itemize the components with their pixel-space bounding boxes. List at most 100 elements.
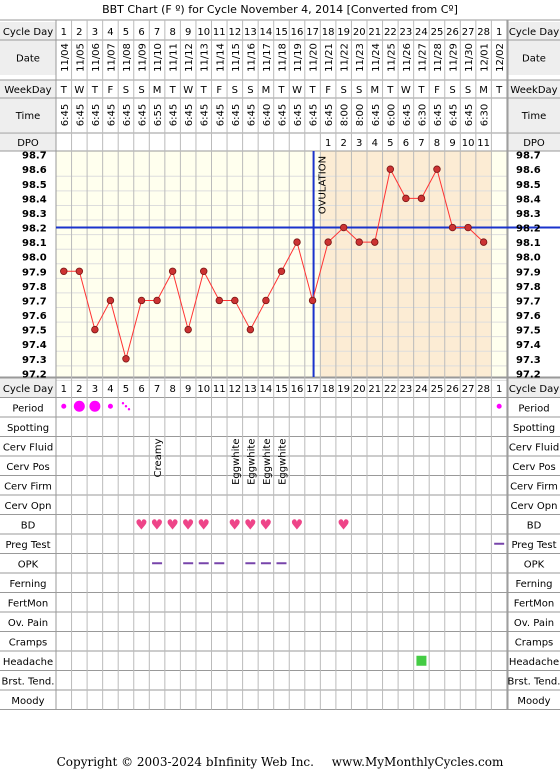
temperature-point	[60, 267, 68, 275]
cycle-day-label: 12	[228, 384, 241, 395]
right-header-cell	[508, 98, 560, 132]
y-tick-label: 97.6	[22, 311, 47, 322]
cerv-fluid-text: Eggwhite	[246, 439, 257, 485]
weekday-label: F	[216, 85, 222, 96]
obs-label: Ov. Pain	[8, 618, 48, 629]
dpo-label: 3	[356, 138, 362, 149]
y-tick-label-right: 97.9	[516, 267, 541, 278]
y-tick-label: 97.5	[22, 326, 47, 337]
obs-label: Preg Test	[5, 540, 50, 551]
cycle-day-label: 17	[306, 27, 319, 38]
obs-label-right: FertMon	[514, 599, 554, 610]
y-tick-label: 97.9	[22, 267, 47, 278]
y-tick-label-right: 98.7	[516, 151, 541, 162]
y-tick-label-right: 97.6	[516, 311, 541, 322]
bd-heart: ♥	[244, 517, 257, 533]
cycle-day-label: 23	[400, 27, 413, 38]
time-label: 6:45	[184, 104, 195, 126]
cycle-day-label: 4	[107, 27, 113, 38]
weekday-label: S	[247, 85, 253, 96]
obs-label-right: Cerv Pos	[512, 462, 555, 473]
cycle-day-label: 16	[291, 384, 304, 395]
bd-heart: ♥	[291, 517, 304, 533]
left-header-cell	[0, 22, 56, 40]
cycle-day-label: 1	[61, 384, 67, 395]
cycle-day-label: 5	[123, 384, 129, 395]
obs-label: BD	[21, 521, 36, 532]
row-label-right-dpo: DPO	[523, 138, 545, 149]
cycle-day-label: 27	[462, 27, 475, 38]
time-label: 6:45	[106, 104, 117, 126]
bd-heart: ♥	[166, 517, 179, 533]
time-label: 6:00	[386, 104, 397, 126]
time-label: 6:45	[122, 104, 133, 126]
site-link[interactable]: www.MyMonthlyCycles.com	[331, 755, 504, 769]
time-label: 6:45	[231, 104, 242, 126]
cycle-day-label: 4	[107, 384, 113, 395]
row-label-cd: Cycle Day	[3, 384, 53, 395]
dpo-label: 8	[434, 138, 440, 149]
cycle-day-label: 1	[61, 27, 67, 38]
row-label-right-date: Date	[522, 54, 546, 65]
y-tick-label: 98.6	[22, 165, 47, 176]
temperature-point	[386, 165, 395, 173]
temperature-point	[75, 267, 84, 275]
bd-heart: ♥	[151, 517, 164, 533]
temperature-point	[122, 355, 130, 363]
cycle-day-label: 5	[123, 27, 129, 38]
time-label: 6:45	[309, 104, 320, 126]
weekday-label: T	[495, 85, 503, 96]
temperature-point	[262, 296, 270, 305]
y-tick-label: 98.1	[22, 238, 47, 249]
time-label: 6:45	[91, 104, 102, 126]
obs-label-right: BD	[527, 521, 542, 532]
dpo-label: 7	[418, 138, 424, 149]
time-label: 6:45	[138, 104, 149, 126]
y-tick-label-right: 98.6	[516, 165, 541, 176]
period-dot	[73, 400, 85, 412]
date-label: 11/07	[106, 43, 117, 72]
temperature-point	[324, 238, 332, 246]
chart-title: BBT Chart (F º) for Cycle November 4, 20…	[102, 3, 458, 16]
obs-label: Cerv Firm	[4, 482, 52, 493]
temperature-point	[402, 194, 410, 203]
temperature-point	[339, 223, 348, 232]
cycle-day-label: 23	[400, 384, 413, 395]
cycle-day-label: 7	[154, 27, 160, 38]
row-label-right-cd: Cycle Day	[509, 384, 559, 395]
weekday-label: T	[200, 85, 208, 96]
obs-label: Cramps	[9, 638, 48, 649]
cycle-day-label: 6	[138, 27, 144, 38]
time-label: 8:00	[355, 104, 366, 126]
y-tick-label: 98.2	[22, 224, 47, 235]
weekday-label: T	[60, 85, 68, 96]
dpo-label: 9	[449, 138, 455, 149]
cycle-day-label: 3	[92, 384, 98, 395]
obs-label: OPK	[18, 560, 39, 571]
temperature-point	[137, 296, 146, 305]
obs-label-right: Cerv Fluid	[509, 443, 559, 454]
time-label: 6:45	[169, 104, 180, 126]
date-label: 11/15	[231, 43, 242, 72]
weekday-label: W	[401, 85, 411, 96]
obs-label-right: Moody	[517, 696, 550, 707]
temperature-point	[448, 223, 457, 232]
y-tick-label-right: 97.5	[516, 326, 541, 337]
row-label-wd: WeekDay	[4, 85, 51, 96]
time-label: 6:45	[246, 104, 257, 126]
temperature-point	[200, 267, 208, 275]
cycle-day-label: 1	[496, 27, 502, 38]
time-label: 6:30	[480, 104, 491, 126]
obs-label-right: Period	[518, 404, 549, 415]
cycle-day-label: 25	[431, 27, 444, 38]
date-label: 11/23	[355, 43, 366, 72]
left-header-cell	[0, 40, 56, 75]
row-label-date: Date	[16, 54, 40, 65]
bd-heart: ♥	[229, 517, 242, 533]
cycle-day-label: 14	[260, 27, 273, 38]
y-tick-label-right: 98.3	[516, 209, 541, 220]
obs-label: Cerv Opn	[5, 501, 52, 512]
dpo-label: 4	[372, 138, 378, 149]
dpo-label: 5	[387, 138, 393, 149]
weekday-label: M	[479, 85, 488, 96]
